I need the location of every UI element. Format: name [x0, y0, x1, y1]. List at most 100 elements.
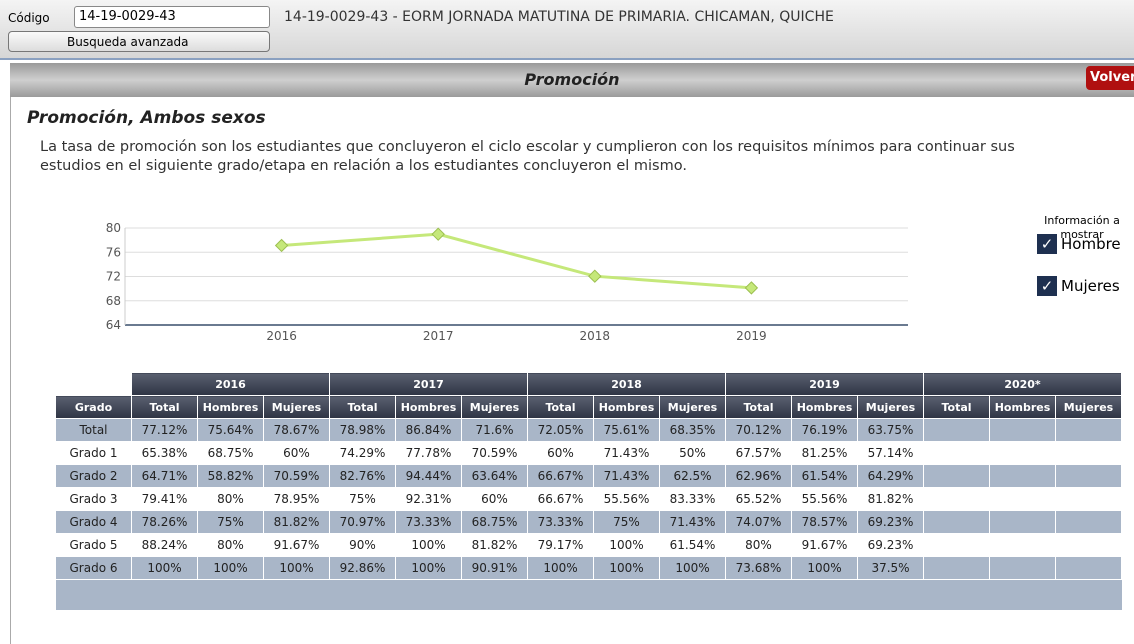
year-header: 2020* [923, 372, 1122, 396]
back-button[interactable]: Volver [1086, 66, 1134, 90]
table-cell: 57.14% [857, 441, 924, 465]
table-cell: 71.43% [659, 510, 726, 534]
empty-cell [1055, 418, 1122, 442]
empty-cell [989, 510, 1056, 534]
table-cell: 100% [593, 556, 660, 580]
table-cell: 72.05% [527, 418, 594, 442]
empty-cell [461, 579, 528, 610]
column-header: Mujeres [1055, 395, 1122, 419]
table-cell: 77.12% [131, 418, 198, 442]
y-tick-label: 80 [106, 221, 121, 235]
table-cell: 81.82% [857, 487, 924, 511]
filter-option[interactable]: ✓ Mujeres [1037, 274, 1121, 298]
checkbox[interactable]: ✓ [1037, 276, 1057, 296]
empty-cell [659, 579, 726, 610]
table-cell: 92.31% [395, 487, 462, 511]
column-header: Mujeres [263, 395, 330, 419]
table-cell: 64.29% [857, 464, 924, 488]
empty-cell [593, 579, 660, 610]
table-cell: 37.5% [857, 556, 924, 580]
section-title: Promoción, Ambos sexos [27, 108, 266, 128]
empty-cell [989, 418, 1056, 442]
table-cell: 100% [263, 556, 330, 580]
table-cell: 68.35% [659, 418, 726, 442]
table-cell: 79.17% [527, 533, 594, 557]
empty-cell [197, 579, 264, 610]
table-cell: 71.6% [461, 418, 528, 442]
table-cell: 76.19% [791, 418, 858, 442]
empty-cell [1055, 556, 1122, 580]
checkbox[interactable]: ✓ [1037, 234, 1057, 254]
table-cell: 60% [263, 441, 330, 465]
y-tick-label: 68 [106, 294, 121, 308]
x-tick-label: 2017 [423, 329, 454, 343]
table-cell: 79.41% [131, 487, 198, 511]
empty-cell [989, 556, 1056, 580]
table-cell: Grado 3 [55, 487, 132, 511]
empty-cell [1055, 464, 1122, 488]
empty-cell [725, 579, 792, 610]
column-header-row: Grado Total Hombres Mujeres Total Hombres Muje… [55, 395, 1122, 419]
filter-options: ✓ Hombre ✓ Mujeres [1037, 232, 1121, 316]
table-cell: 81.25% [791, 441, 858, 465]
corner [55, 372, 132, 396]
table-cell: 82.76% [329, 464, 396, 488]
table-cell: 50% [659, 441, 726, 465]
column-header: Total [329, 395, 396, 419]
table-cell: 80% [197, 533, 264, 557]
column-header: Total [923, 395, 990, 419]
table-cell: 63.64% [461, 464, 528, 488]
table-cell: 75% [197, 510, 264, 534]
table-cell: 91.67% [791, 533, 858, 557]
top-bar: Código 14-19-0029-43 Busqueda avanzada 1… [0, 0, 1134, 60]
table-cell: 69.23% [857, 510, 924, 534]
table-row: Grado 6 100% 100% 100% 92.86% 100% 90.91% 100% 1… [55, 556, 1122, 580]
y-tick-label: 76 [106, 245, 121, 259]
empty-cell [923, 556, 990, 580]
table-cell: 74.29% [329, 441, 396, 465]
table-cell: 70.59% [461, 441, 528, 465]
table-cell: 70.12% [725, 418, 792, 442]
table-cell: Grado 1 [55, 441, 132, 465]
table-cell: 75.64% [197, 418, 264, 442]
empty-cell [923, 510, 990, 534]
table-cell: 73.33% [395, 510, 462, 534]
table-cell: 68.75% [197, 441, 264, 465]
column-header: Total [725, 395, 792, 419]
column-header: Mujeres [857, 395, 924, 419]
advanced-search-button[interactable]: Busqueda avanzada [8, 31, 270, 52]
empty-cell [1055, 510, 1122, 534]
empty-cell [989, 487, 1056, 511]
column-header: Mujeres [659, 395, 726, 419]
table-row: Grado 2 64.71% 58.82% 70.59% 82.76% 94.44% 63.… [55, 464, 1122, 488]
table-cell: 61.54% [791, 464, 858, 488]
table-cell: Grado 5 [55, 533, 132, 557]
empty-cell [989, 579, 1056, 610]
table-cell: 55.56% [593, 487, 660, 511]
table-cell: 61.54% [659, 533, 726, 557]
column-header: Grado [55, 395, 132, 419]
table-cell: 90% [329, 533, 396, 557]
table-cell: 71.43% [593, 464, 660, 488]
table-cell: Grado 2 [55, 464, 132, 488]
table-cell: 100% [527, 556, 594, 580]
column-header: Hombres [593, 395, 660, 419]
table-row: Grado 4 78.26% 75% 81.82% 70.97% 73.33% 68.75%… [55, 510, 1122, 534]
table-cell: 78.67% [263, 418, 330, 442]
table-cell: 83.33% [659, 487, 726, 511]
empty-cell [263, 579, 330, 610]
empty-cell [923, 533, 990, 557]
point [431, 227, 445, 241]
column-header: Hombres [989, 395, 1056, 419]
table-cell: 60% [461, 487, 528, 511]
table-cell: 88.24% [131, 533, 198, 557]
year-row: 2016 2017 2018 2019 2020* [55, 372, 1122, 396]
panel-title: Promoción [10, 63, 1134, 97]
filter-option[interactable]: ✓ Hombre [1037, 232, 1121, 256]
table-row: Total 77.12% 75.64% 78.67% 78.98% 86.84% 71.6%… [55, 418, 1122, 442]
table-cell: 64.71% [131, 464, 198, 488]
code-input[interactable]: 14-19-0029-43 [74, 6, 270, 28]
table-cell: 100% [131, 556, 198, 580]
empty-cell [1055, 533, 1122, 557]
